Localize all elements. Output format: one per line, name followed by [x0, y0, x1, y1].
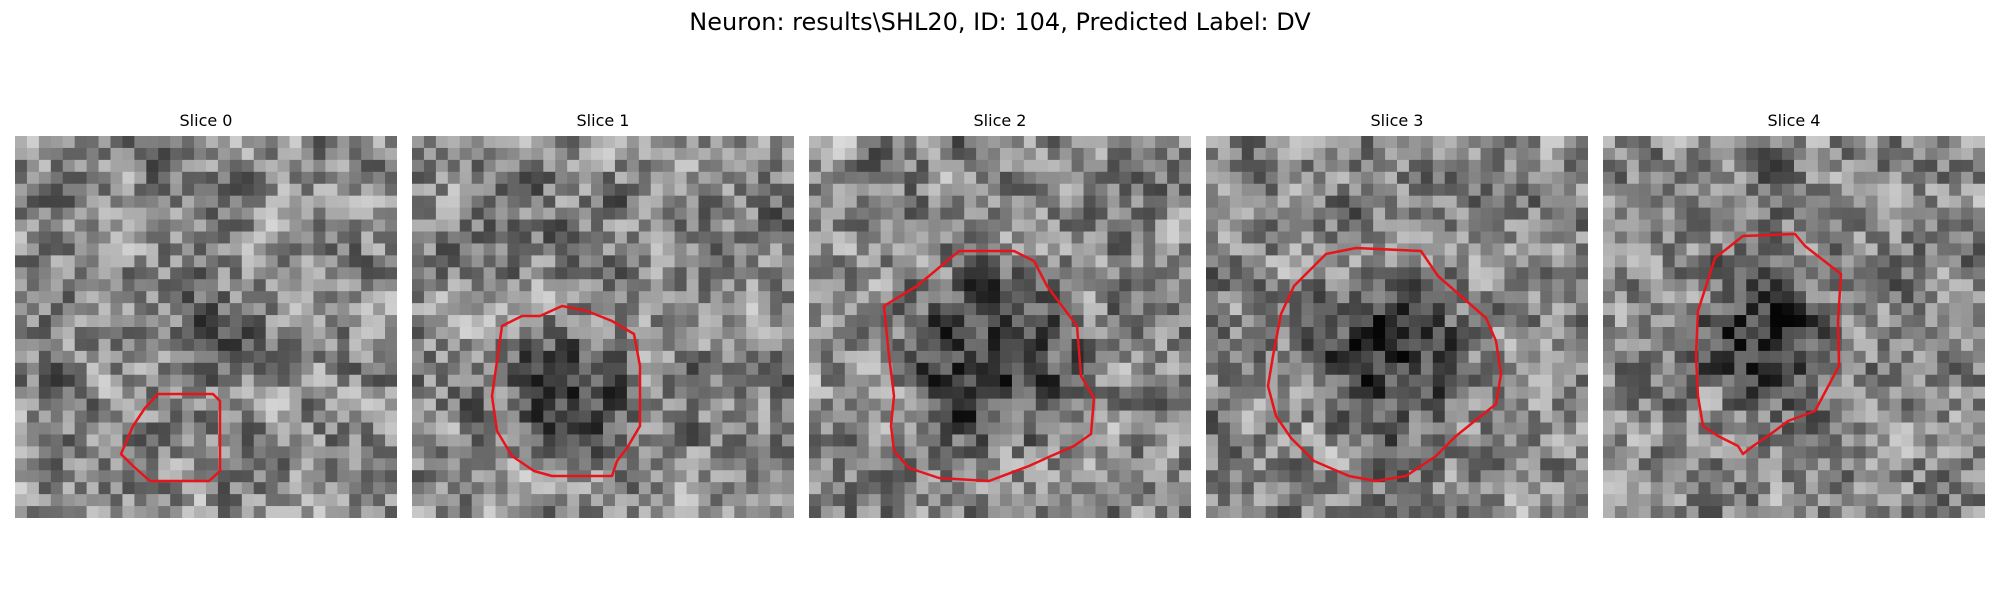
roi-outline: [882, 249, 1096, 483]
slice-image-0: [15, 136, 397, 518]
slice-panel-3: Slice 3: [1206, 110, 1588, 518]
slice-title: Slice 4: [1767, 111, 1821, 130]
slice-title: Slice 3: [1370, 111, 1424, 130]
slice-panel-2: Slice 2: [809, 110, 1191, 518]
figure-title: Neuron: results\SHL20, ID: 104, Predicte…: [689, 8, 1311, 36]
slice-pixels: [1206, 136, 1588, 518]
roi-outline: [490, 304, 642, 478]
slice-panel-4: Slice 4: [1603, 110, 1985, 518]
slice-title: Slice 0: [179, 111, 233, 130]
roi-outline: [1266, 246, 1503, 483]
roi-outline: [119, 392, 222, 483]
slice-panel-0: Slice 0: [15, 110, 397, 518]
slice-title: Slice 1: [576, 111, 630, 130]
slice-image-3: [1206, 136, 1588, 518]
slice-pixels: [809, 136, 1191, 518]
roi-outline: [1694, 232, 1843, 456]
slice-pixels: [1603, 136, 1985, 518]
slice-title: Slice 2: [973, 111, 1027, 130]
slice-pixels: [15, 136, 397, 518]
slice-image-4: [1603, 136, 1985, 518]
slice-panel-1: Slice 1: [412, 110, 794, 518]
slice-image-1: [412, 136, 794, 518]
slice-pixels: [412, 136, 794, 518]
slice-image-2: [809, 136, 1191, 518]
